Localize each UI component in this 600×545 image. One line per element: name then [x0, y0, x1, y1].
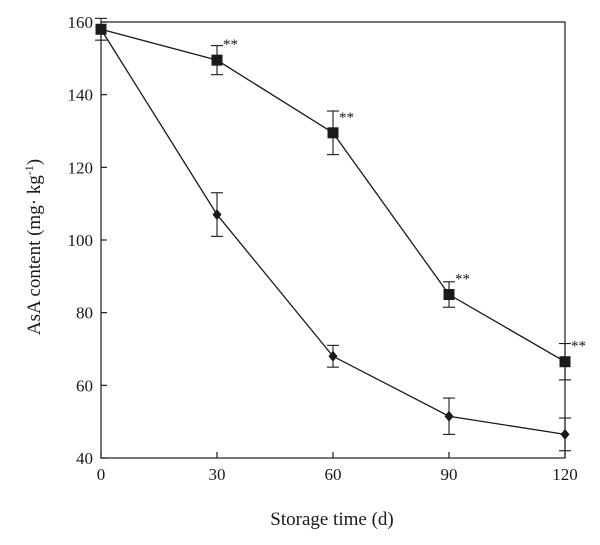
y-tick-label: 120 [68, 158, 94, 177]
y-tick-label: 160 [68, 13, 94, 32]
diamond-marker [444, 410, 454, 422]
x-tick-label: 60 [325, 465, 342, 484]
x-tick-label: 90 [441, 465, 458, 484]
square-marker [443, 289, 455, 300]
y-tick-label: 60 [76, 376, 93, 395]
x-tick-label: 0 [97, 465, 106, 484]
x-axis-title: Storage time (d) [270, 509, 393, 530]
significance-annotation: ** [571, 339, 586, 355]
y-axis-title-close: ) [24, 159, 45, 165]
diamond-marker [328, 350, 338, 362]
diamond-marker [212, 209, 222, 221]
y-axis-title-main: AsA content (mg· kg [24, 175, 45, 335]
square-marker [211, 54, 223, 66]
diamond-marker [560, 428, 570, 440]
x-tick-label: 30 [209, 465, 226, 484]
y-axis-title: AsA content (mg· kg-1) [22, 159, 45, 335]
y-tick-label: 140 [68, 86, 94, 105]
square-marker [559, 356, 571, 368]
square-marker [327, 127, 339, 139]
series-0-square: ** ** ** ** [95, 17, 586, 381]
significance-annotation: ** [339, 110, 354, 126]
significance-annotation: ** [455, 272, 470, 288]
series-layer: ** ** ** ** [95, 17, 586, 452]
y-tick-label: 40 [76, 449, 93, 468]
series-line [100, 28, 566, 363]
x-tick-label: 120 [552, 465, 578, 484]
series-line [100, 28, 566, 436]
axes: 0 30 60 90 120 40 60 80 100 120 140 160 [68, 13, 578, 484]
y-tick-label: 80 [76, 304, 93, 323]
plot-frame [100, 21, 566, 459]
significance-annotation: ** [223, 37, 238, 53]
series-1-diamond [96, 23, 571, 452]
diamond-marker [96, 23, 106, 35]
y-axis-title-superscript: -1 [22, 165, 36, 175]
y-tick-label: 100 [68, 231, 94, 250]
